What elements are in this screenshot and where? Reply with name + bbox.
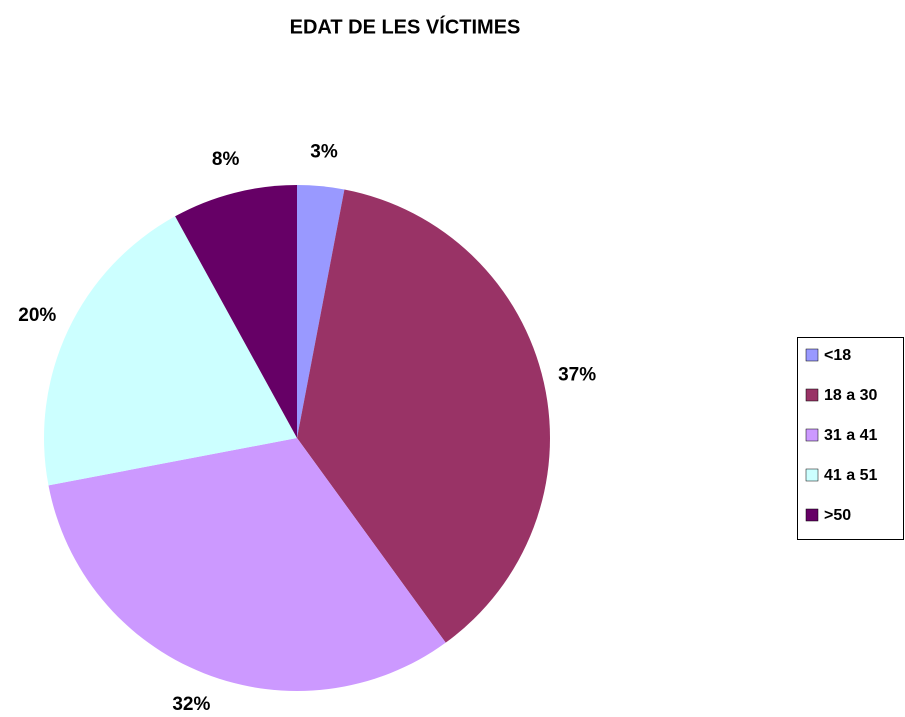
pie-slice — [297, 189, 550, 643]
chart-title: EDAT DE LES VÍCTIMES — [290, 15, 521, 38]
legend-swatch — [805, 428, 819, 442]
data-label: 37% — [558, 364, 596, 385]
legend-label: >50 — [824, 507, 851, 524]
pie-slice — [175, 185, 297, 438]
pie-slice — [44, 216, 297, 486]
legend-swatch — [805, 348, 819, 362]
legend-swatch — [805, 388, 819, 402]
pie-slice — [48, 438, 446, 691]
data-label: 20% — [18, 305, 56, 326]
legend-label: 41 a 51 — [824, 467, 877, 484]
pie-slice — [297, 185, 345, 438]
data-label: 3% — [310, 141, 338, 162]
legend-label: 18 a 30 — [824, 387, 877, 404]
legend-label: 31 a 41 — [824, 427, 877, 444]
legend-swatch — [805, 468, 819, 482]
data-label: 32% — [172, 694, 210, 715]
data-label: 8% — [212, 149, 240, 170]
legend-label: <18 — [824, 347, 851, 364]
legend-swatch — [805, 508, 819, 522]
